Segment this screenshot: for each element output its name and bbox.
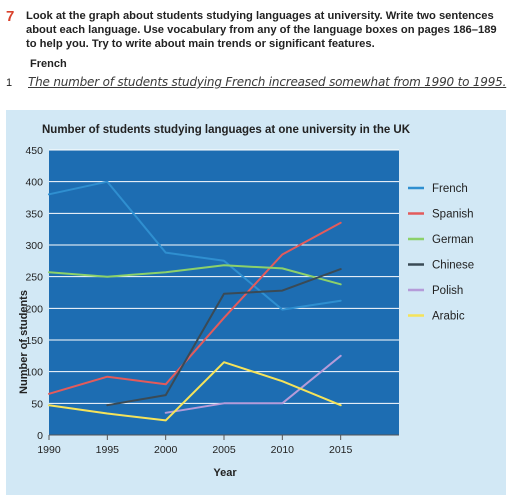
y-tick-label: 150	[25, 335, 43, 347]
y-tick-label: 300	[25, 240, 43, 252]
series-line-spanish	[48, 221, 342, 395]
x-tick-label: 2000	[154, 444, 178, 456]
legend-label-arabic: Arabic	[432, 311, 465, 323]
answer-text: The number of students studying French i…	[28, 75, 507, 89]
x-tick-label: 2010	[271, 444, 295, 456]
series-line-german	[48, 264, 342, 286]
x-tick-label: 2005	[212, 444, 236, 456]
legend-label-spanish: Spanish	[432, 209, 474, 221]
y-tick-label: 0	[37, 430, 43, 442]
legend-label-chinese: Chinese	[432, 260, 474, 272]
x-tick-label: 1990	[37, 444, 61, 456]
line-chart: Number of students studying languages at…	[18, 124, 474, 479]
plot-area	[49, 150, 399, 435]
x-tick-label: 2015	[329, 444, 353, 456]
x-tick-label: 1995	[96, 444, 120, 456]
x-axis-label: Year	[213, 467, 237, 479]
y-tick-label: 50	[31, 398, 43, 410]
y-tick-label: 350	[25, 208, 43, 220]
y-axis-label: Number of students	[18, 290, 30, 394]
legend-label-polish: Polish	[432, 285, 463, 297]
series-line-french	[48, 180, 342, 311]
answer-number: 1	[6, 77, 13, 89]
y-tick-label: 100	[25, 367, 43, 379]
chart-panel: Number of students studying languages at…	[6, 110, 506, 495]
legend-label-german: German	[432, 234, 474, 246]
y-tick-label: 450	[25, 145, 43, 157]
subheading: French	[30, 58, 67, 70]
y-tick-label: 200	[25, 303, 43, 315]
series-line-arabic	[48, 361, 342, 422]
chart-title: Number of students studying languages at…	[42, 124, 411, 136]
exercise-instructions: Look at the graph about students studyin…	[26, 10, 497, 50]
legend-label-french: French	[432, 183, 468, 195]
series-line-chinese	[106, 268, 342, 407]
exercise-number: 7	[6, 8, 15, 25]
y-tick-label: 250	[25, 272, 43, 284]
series-line-polish	[164, 354, 342, 414]
y-tick-label: 400	[25, 177, 43, 189]
